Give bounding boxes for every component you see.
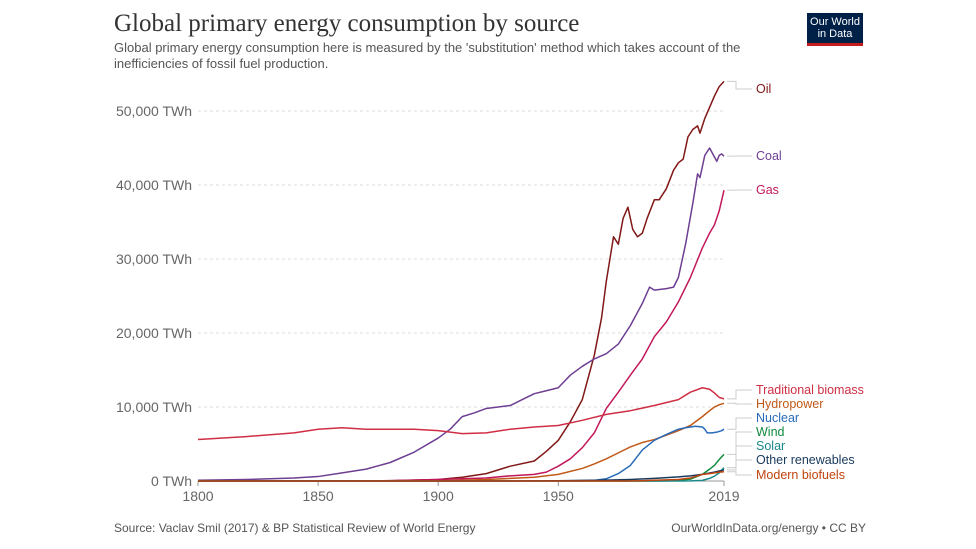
series-lines <box>197 80 725 482</box>
series-line-nuclear[interactable] <box>198 425 725 482</box>
y-tick-label: 40,000 TWh <box>116 177 192 193</box>
series-label-gas[interactable]: Gas <box>756 183 779 197</box>
chart-title: Global primary energy consumption by sou… <box>114 10 580 37</box>
label-connector-nuclear <box>727 417 752 430</box>
x-tick-label: 1850 <box>303 488 334 504</box>
x-tick-label: 1950 <box>543 488 574 504</box>
label-connector-hydropower <box>727 402 752 405</box>
series-line-modern-biofuels[interactable] <box>198 471 725 482</box>
y-tick-label: 30,000 TWh <box>116 251 192 267</box>
series-line-gas[interactable] <box>197 190 725 482</box>
label-connector-modern-biofuels <box>727 471 752 476</box>
owid-logo[interactable]: Our World in Data <box>807 13 863 46</box>
logo-line-1: Our World <box>810 16 860 28</box>
chart-subtitle: Global primary energy consumption here i… <box>114 40 741 71</box>
license-link[interactable]: OurWorldInData.org/energy • CC BY <box>671 521 866 535</box>
label-connector-solar <box>727 445 752 469</box>
source-note: Source: Vaclav Smil (2017) & BP Statisti… <box>114 521 476 535</box>
series-label-hydropower[interactable]: Hydropower <box>756 397 823 411</box>
gridlines <box>198 110 724 408</box>
series-label-wind[interactable]: Wind <box>756 425 785 439</box>
series-labels: Oil Coal Gas Traditional biomassHydropowerN… <box>727 80 864 482</box>
series-line-coal[interactable] <box>197 147 725 482</box>
label-connector-oil <box>727 80 752 90</box>
series-label-coal[interactable]: Coal <box>756 149 782 163</box>
y-tick-label: 0 TWh <box>151 473 192 489</box>
series-label-oil[interactable]: Oil <box>756 82 771 96</box>
logo-line-2: in Data <box>817 28 853 40</box>
label-connector-traditional-biomass <box>727 389 752 400</box>
series-line-solar[interactable] <box>198 467 725 482</box>
series-label-solar[interactable]: Solar <box>756 439 785 453</box>
axes: 0 TWh 10,000 TWh 20,000 TWh 30,000 TWh 40,00… <box>116 103 740 504</box>
y-tick-label: 20,000 TWh <box>116 325 192 341</box>
series-label-other-renewables[interactable]: Other renewables <box>756 453 855 467</box>
series-label-nuclear[interactable]: Nuclear <box>756 411 799 425</box>
series-label-traditional-biomass[interactable]: Traditional biomass <box>756 383 864 397</box>
series-line-traditional-biomass[interactable] <box>197 387 725 441</box>
label-connector-wind <box>727 431 752 455</box>
x-tick-label: 1900 <box>423 488 454 504</box>
series-line-oil[interactable] <box>198 80 725 482</box>
y-tick-label: 50,000 TWh <box>116 103 192 119</box>
x-tick-label: 1800 <box>182 488 213 504</box>
label-connector-other-renewables <box>727 459 752 471</box>
y-tick-label: 10,000 TWh <box>116 399 192 415</box>
x-tick-label: 2019 <box>708 488 739 504</box>
series-line-hydropower[interactable] <box>197 402 725 482</box>
series-label-modern-biofuels[interactable]: Modern biofuels <box>756 468 845 482</box>
